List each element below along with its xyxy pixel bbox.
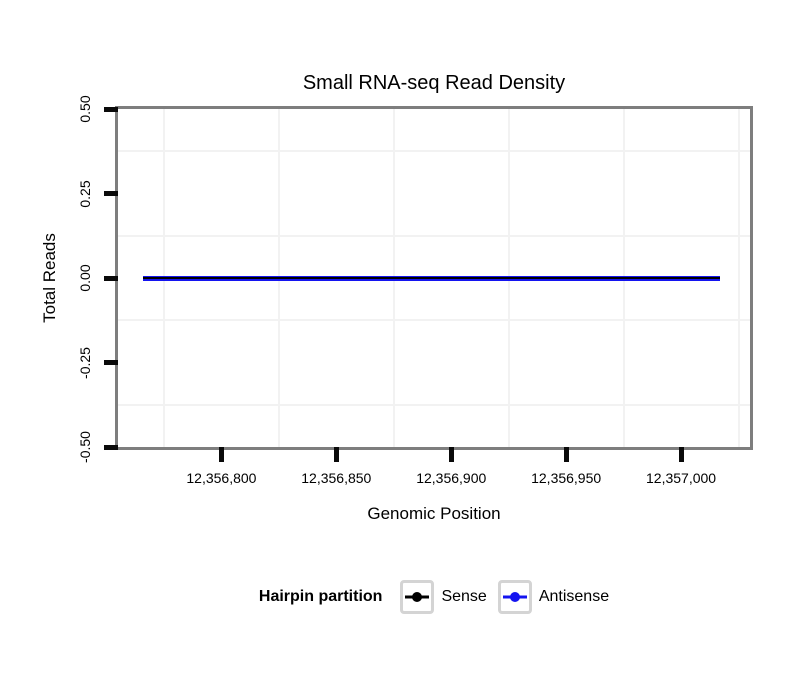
x-tick-mark	[678, 447, 684, 462]
y-axis-title: Total Reads	[40, 233, 59, 323]
legend-label: Sense	[441, 588, 487, 605]
legend-title: Hairpin partition	[258, 588, 383, 605]
panel-border	[115, 106, 753, 450]
x-tick-label: 12,356,850	[301, 470, 372, 486]
y-tick-mark	[104, 275, 118, 281]
y-tick-label: 0.50	[77, 95, 93, 123]
x-tick-mark	[563, 447, 569, 462]
y-minor-gridline	[118, 234, 750, 237]
series-line-sense	[143, 277, 721, 279]
x-tick-mark	[333, 447, 339, 462]
y-tick-label: 0.25	[77, 179, 93, 208]
y-tick-mark	[104, 191, 118, 196]
chart-title: Small RNA-seq Read Density	[302, 72, 566, 94]
y-tick-mark	[104, 444, 118, 450]
legend-key-sense	[400, 580, 435, 614]
y-minor-gridline	[118, 403, 750, 406]
y-minor-gridline	[118, 319, 750, 322]
y-tick-label: -0.50	[77, 431, 93, 463]
x-tick-label: 12,357,000	[646, 470, 717, 486]
x-tick-label: 12,356,800	[186, 470, 257, 486]
legend: Hairpin partition Sense Antisense	[118, 579, 750, 615]
x-tick-mark	[218, 447, 224, 462]
y-tick-mark	[104, 106, 118, 112]
legend-item-antisense: Antisense	[497, 580, 610, 614]
y-tick-mark	[104, 360, 118, 365]
legend-items: Sense Antisense	[400, 580, 609, 614]
legend-label: Antisense	[538, 588, 610, 605]
y-tick-label: -0.25	[77, 346, 93, 379]
x-tick-mark	[448, 447, 454, 462]
legend-key-point-icon	[412, 592, 423, 602]
x-tick-label: 12,356,950	[531, 470, 602, 486]
legend-key-point-icon	[509, 592, 520, 602]
legend-item-sense: Sense	[400, 580, 487, 614]
y-tick-label: 0.00	[77, 264, 93, 292]
y-minor-gridline	[118, 150, 750, 153]
x-minor-gridline	[737, 109, 740, 447]
x-tick-label: 12,356,900	[416, 470, 487, 486]
x-axis-title: Genomic Position	[367, 504, 501, 523]
legend-key-antisense	[497, 580, 532, 614]
